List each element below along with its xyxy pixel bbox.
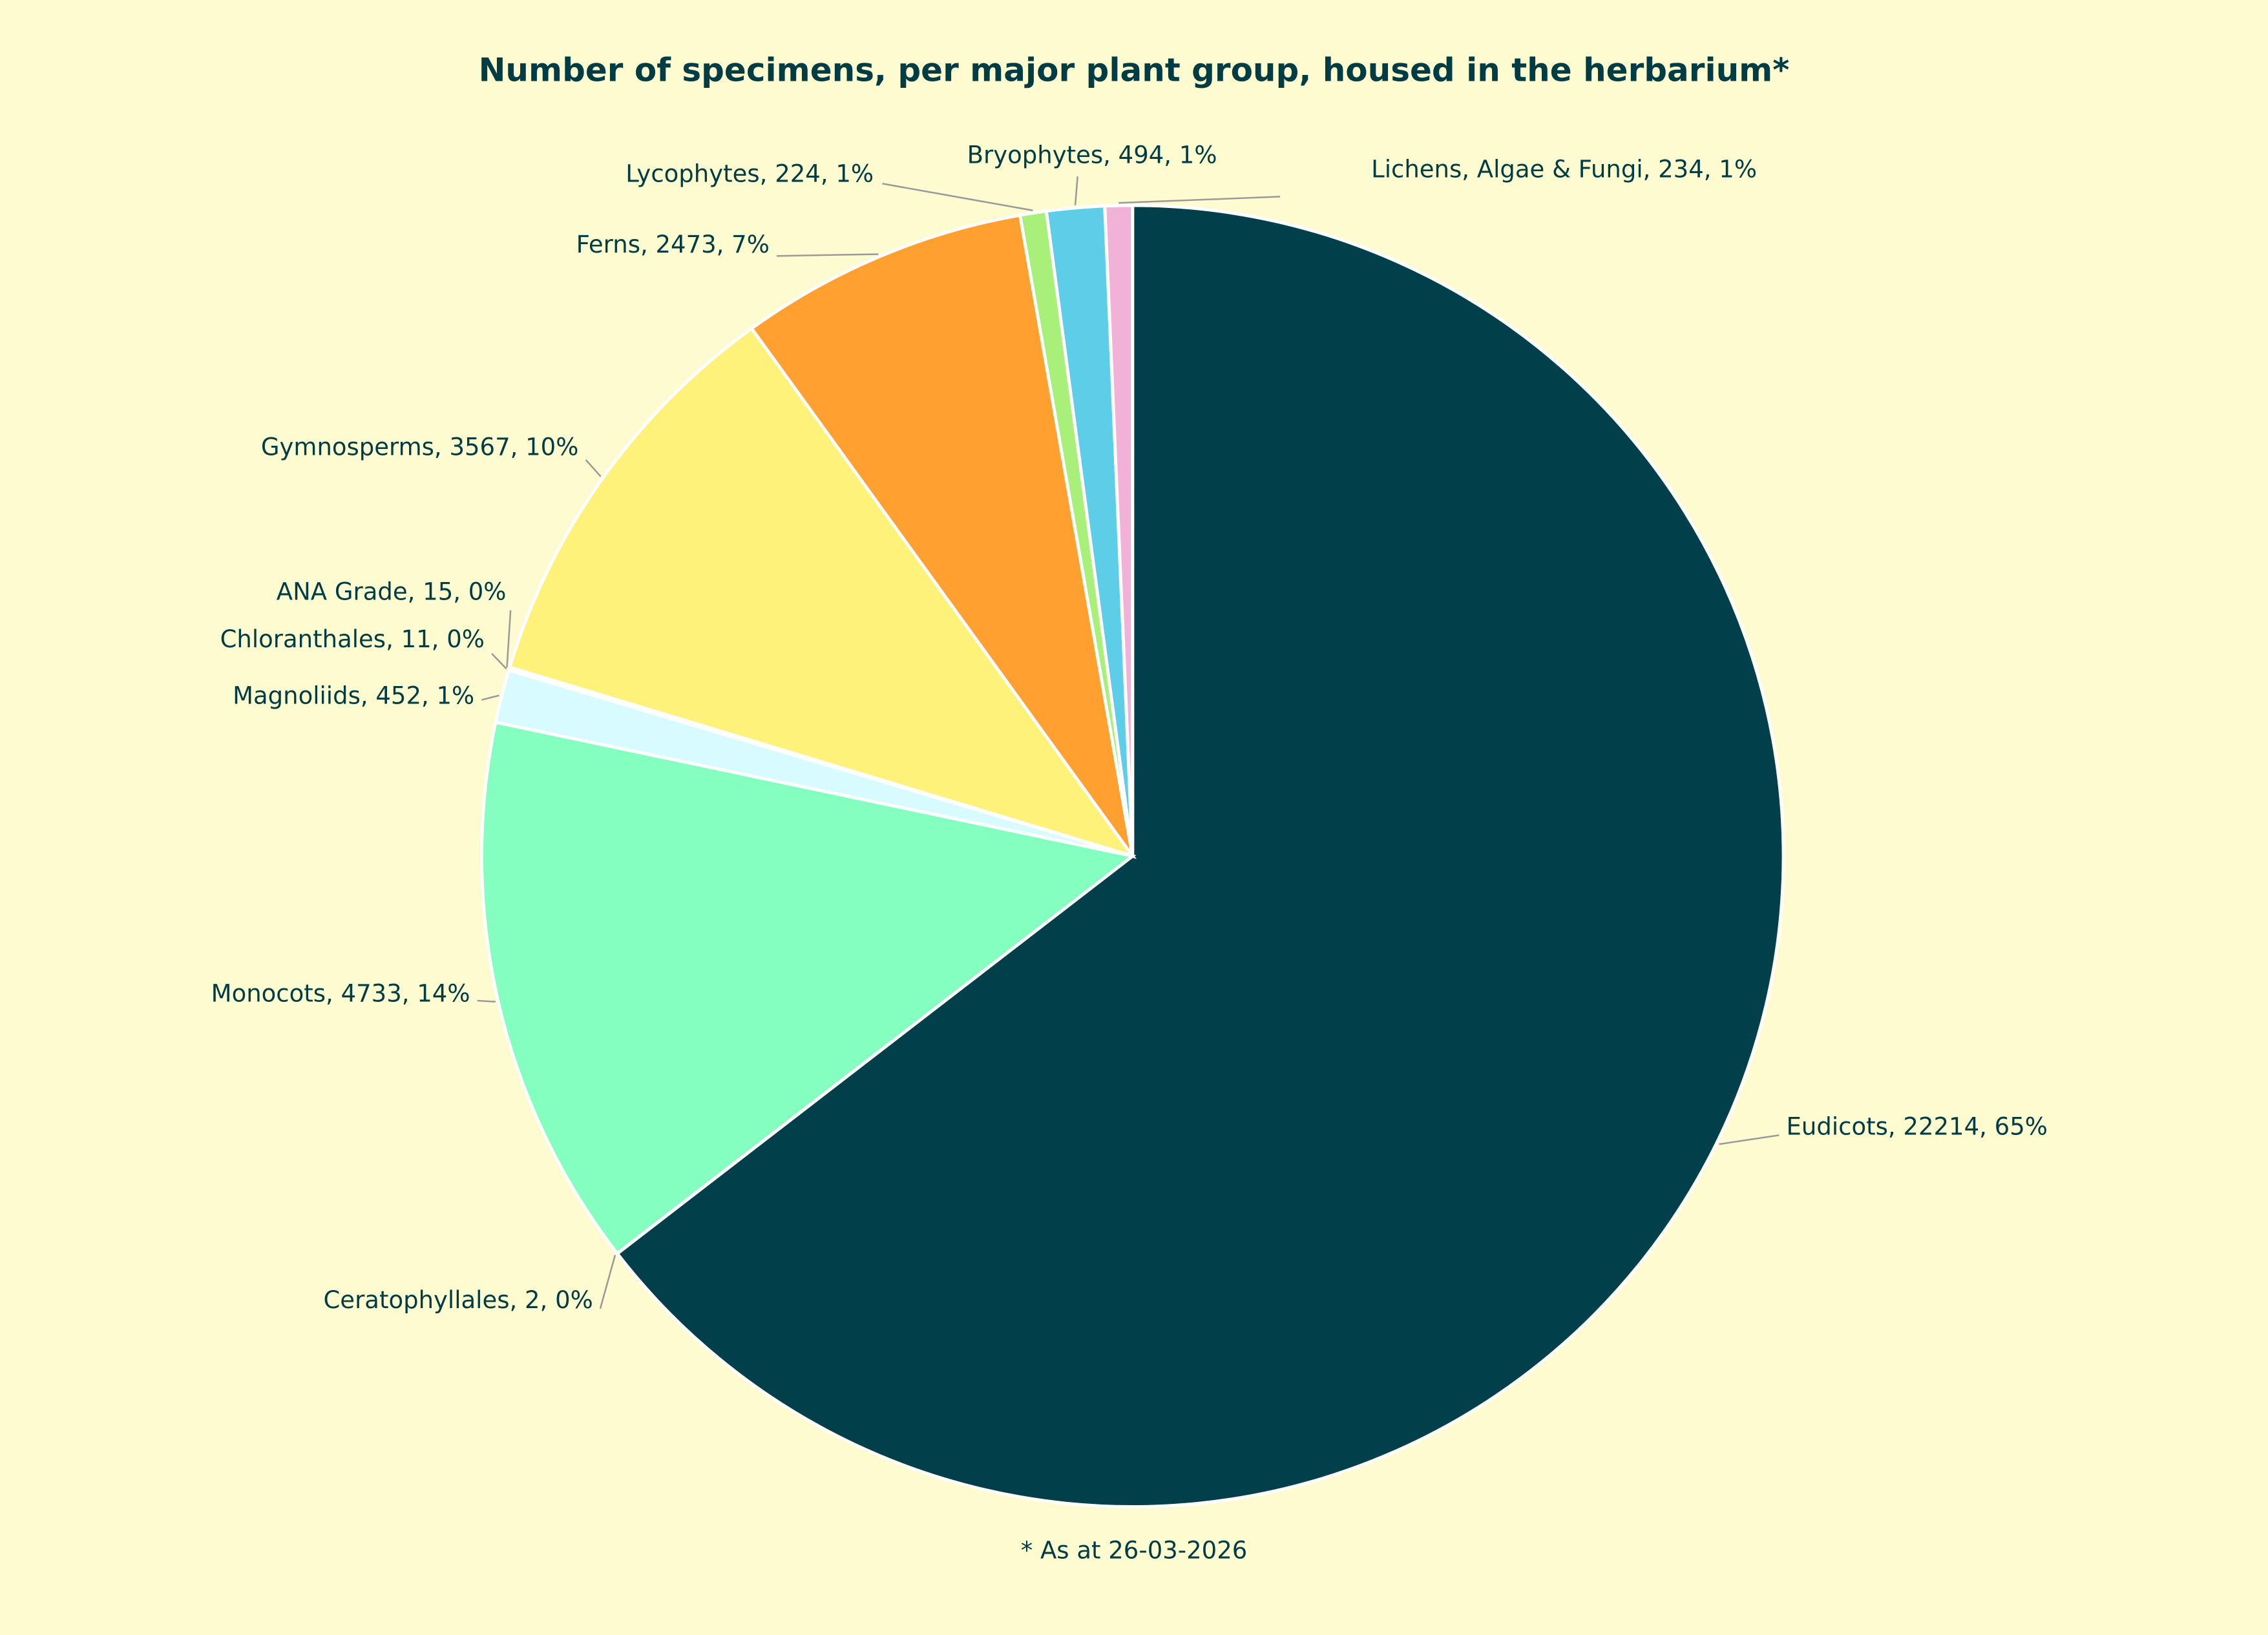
- slice-label: Ceratophyllales, 2, 0%: [323, 1286, 593, 1314]
- slice-label: ANA Grade, 15, 0%: [277, 578, 507, 605]
- leader-line: [506, 610, 512, 668]
- pie-slice: [479, 720, 1137, 1256]
- pie-slice: [614, 203, 1785, 1509]
- slice-label: Gymnosperms, 3567, 10%: [261, 433, 579, 461]
- leader-line: [882, 183, 1033, 211]
- slice-label: Lycophytes, 224, 1%: [625, 160, 874, 187]
- leader-line: [1074, 176, 1078, 205]
- slice-label: Ferns, 2473, 7%: [576, 231, 770, 258]
- leader-line: [477, 999, 496, 1003]
- leader-line: [481, 694, 499, 701]
- pie-slice: [507, 326, 1137, 859]
- slice-label: Magnoliids, 452, 1%: [233, 682, 474, 709]
- chart-title: Number of specimens, per major plant gro…: [479, 52, 1790, 89]
- slice-label: Lichens, Algae & Fungi, 234, 1%: [1371, 156, 1757, 183]
- footnote: * As at 26-03-2026: [1021, 1537, 1248, 1565]
- leader-line: [1118, 196, 1281, 204]
- pie-slice: [749, 213, 1135, 857]
- leader-line: [599, 1255, 616, 1309]
- slice-label: Chloranthales, 11, 0%: [220, 625, 485, 653]
- leader-line: [491, 652, 507, 670]
- leader-line: [585, 459, 602, 477]
- leader-line: [1719, 1134, 1780, 1145]
- slice-label: Monocots, 4733, 14%: [211, 980, 470, 1008]
- slice-label: Bryophytes, 494, 1%: [967, 141, 1217, 169]
- pie-slice: [1103, 203, 1135, 857]
- slice-label: Eudicots, 22214, 65%: [1787, 1113, 2048, 1141]
- leader-line: [777, 253, 879, 257]
